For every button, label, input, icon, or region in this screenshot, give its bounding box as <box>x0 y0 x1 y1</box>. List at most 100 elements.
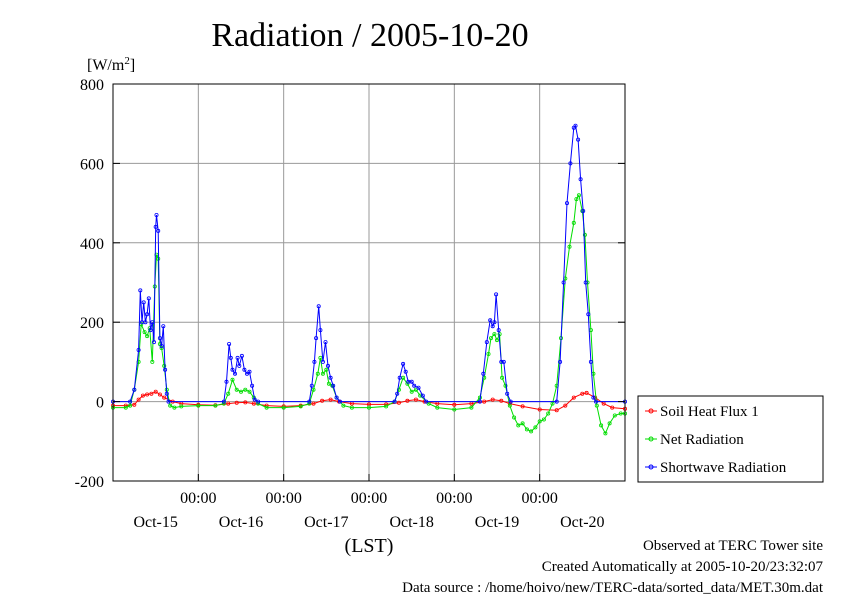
data-point <box>298 404 303 409</box>
data-point <box>580 391 585 396</box>
data-point <box>503 383 508 388</box>
data-point <box>413 387 418 392</box>
data-point <box>482 399 487 404</box>
x-tick-label-date: Oct-16 <box>219 514 263 531</box>
data-point <box>541 417 546 422</box>
data-point <box>311 401 316 406</box>
data-point <box>235 355 240 360</box>
data-point <box>143 320 148 325</box>
data-point <box>405 381 410 386</box>
x-tick-label-time: 00:00 <box>265 490 301 507</box>
data-point <box>146 296 151 301</box>
data-point <box>232 371 237 376</box>
data-point <box>395 391 400 396</box>
data-point <box>594 399 599 404</box>
data-point <box>396 400 401 405</box>
data-point <box>546 411 551 416</box>
data-point <box>326 381 331 386</box>
data-point <box>520 421 525 426</box>
data-point <box>591 395 596 400</box>
data-point <box>594 403 599 408</box>
data-point <box>568 161 573 166</box>
data-point <box>151 340 156 345</box>
data-point <box>537 407 542 412</box>
data-point <box>576 193 581 198</box>
data-point <box>424 399 429 404</box>
data-point <box>312 359 317 364</box>
data-point <box>578 177 583 182</box>
x-tick-label-time: 00:00 <box>180 490 216 507</box>
data-point <box>224 379 229 384</box>
data-point <box>403 369 408 374</box>
data-point <box>452 407 457 412</box>
data-point <box>128 403 133 408</box>
chart-title: Radiation / 2005-10-20 <box>211 17 528 54</box>
data-point <box>227 341 232 346</box>
data-point <box>574 197 579 202</box>
data-point <box>484 340 489 345</box>
data-point <box>123 405 128 410</box>
x-tick-label-date: Oct-15 <box>133 514 177 531</box>
data-point <box>571 220 576 225</box>
data-point <box>409 389 414 394</box>
data-point <box>150 320 155 325</box>
data-point <box>242 367 247 372</box>
data-point <box>164 391 169 396</box>
data-point <box>537 419 542 424</box>
legend-box <box>637 395 824 483</box>
data-point <box>320 398 325 403</box>
data-point <box>315 371 320 376</box>
data-point <box>610 405 615 410</box>
data-point <box>318 355 323 360</box>
data-point <box>507 403 512 408</box>
legend: Soil Heat Flux 1 Net Radiation Shortwave R… <box>637 395 824 483</box>
data-point <box>309 383 314 388</box>
data-point <box>316 304 321 309</box>
data-point <box>153 224 158 229</box>
data-point <box>250 383 255 388</box>
y-tick-label: 800 <box>80 77 104 94</box>
data-point <box>154 212 159 217</box>
data-point <box>247 389 252 394</box>
legend-label: Shortwave Radiation <box>660 460 787 476</box>
y-tick-label: 600 <box>80 156 104 173</box>
series-line <box>113 124 625 403</box>
data-point <box>488 318 493 323</box>
data-point <box>161 324 166 329</box>
data-point <box>524 427 529 432</box>
x-tick-label-time: 00:00 <box>436 490 472 507</box>
data-point <box>529 429 534 434</box>
data-point <box>221 399 226 404</box>
data-point <box>366 405 371 410</box>
legend-marker <box>648 464 654 470</box>
data-point <box>469 405 474 410</box>
legend-label: Soil Heat Flux 1 <box>660 404 759 420</box>
legend-label: Net Radiation <box>660 432 744 448</box>
legend-marker <box>648 436 654 442</box>
x-axis-label: (LST) <box>345 535 394 557</box>
legend-marker <box>648 408 654 414</box>
data-point <box>234 387 239 392</box>
data-point <box>307 399 312 404</box>
data-point <box>157 392 162 397</box>
data-point <box>328 397 333 402</box>
data-point <box>150 359 155 364</box>
footer-source: Data source : /home/hoivo/new/TERC-data/… <box>402 580 824 595</box>
footer-site: Observed at TERC Tower site <box>643 538 823 554</box>
data-point <box>349 405 354 410</box>
data-point <box>168 403 173 408</box>
data-point <box>412 383 417 388</box>
data-point <box>320 359 325 364</box>
data-point <box>581 208 586 213</box>
data-point <box>516 423 521 428</box>
x-tick-label-date: Oct-19 <box>475 514 519 531</box>
data-point <box>583 280 588 285</box>
data-point <box>281 405 286 410</box>
data-point <box>247 369 252 374</box>
data-point <box>145 312 150 317</box>
data-point <box>328 375 333 380</box>
data-point <box>331 383 336 388</box>
data-point <box>416 385 421 390</box>
data-point <box>142 330 147 335</box>
